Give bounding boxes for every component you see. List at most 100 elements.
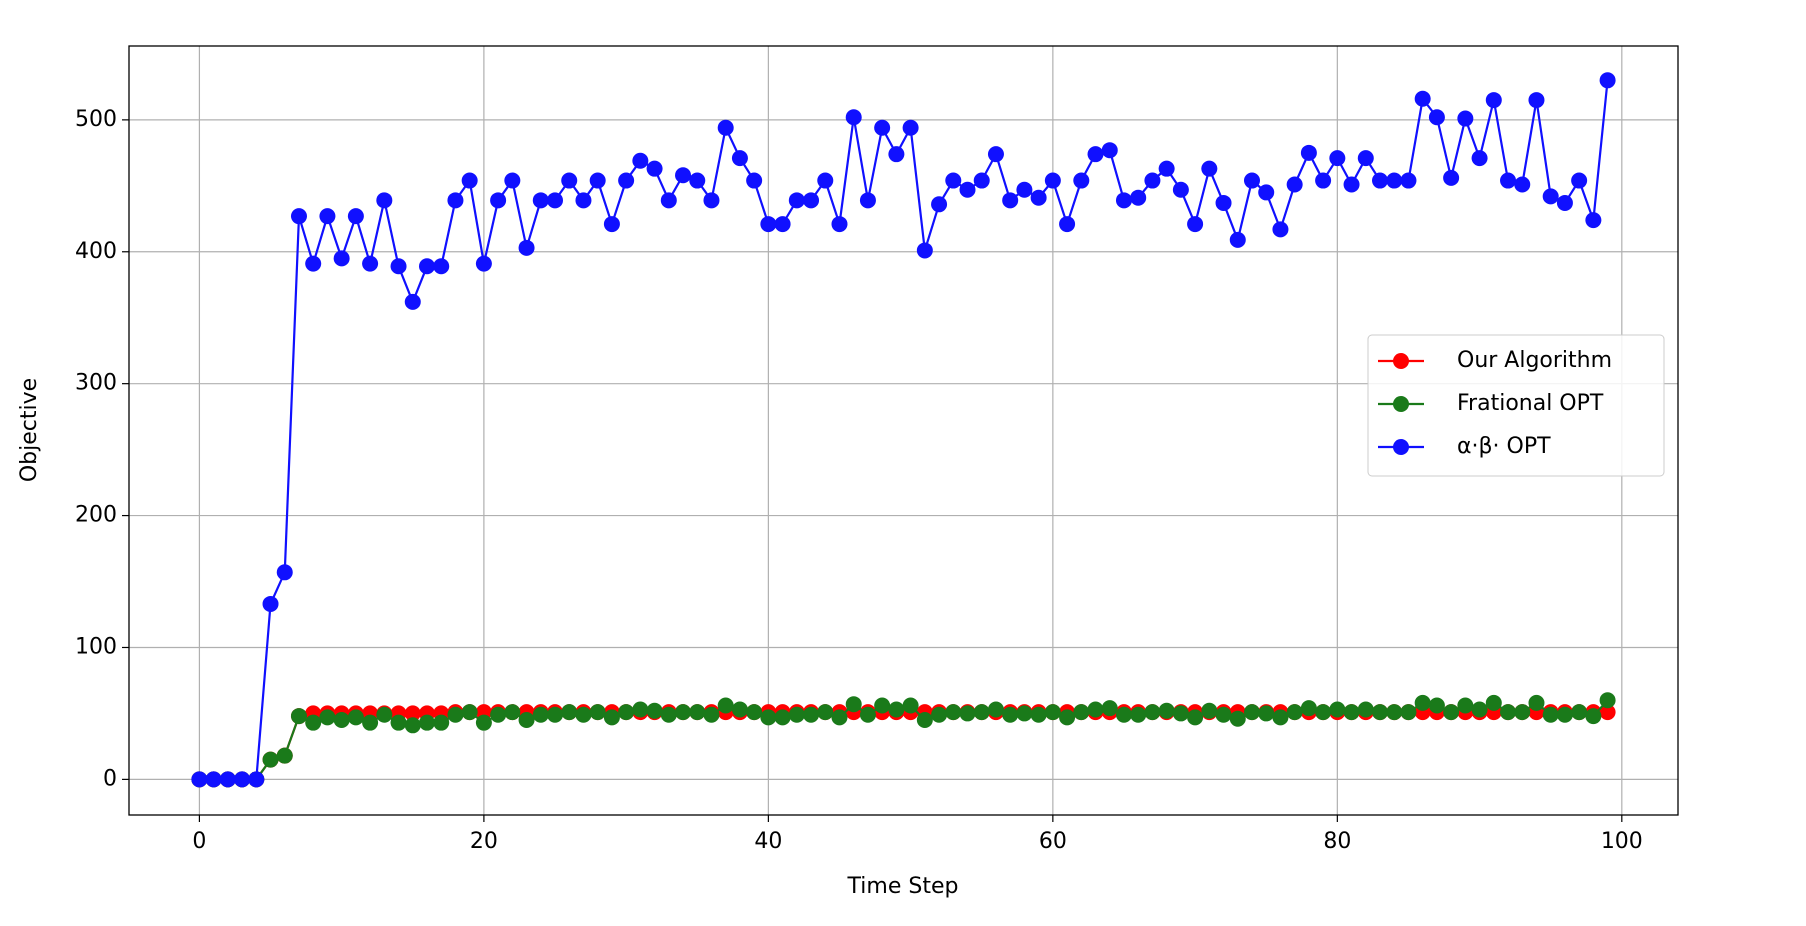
y-tick-label: 200 [75,503,117,528]
point [490,192,507,209]
point [1187,216,1204,233]
point [1002,192,1019,209]
point [888,701,905,718]
point [333,250,350,267]
point [475,255,492,272]
point [433,258,450,275]
point [1115,706,1132,723]
point [859,706,876,723]
point [831,216,848,233]
point [547,192,564,209]
point [1030,189,1047,206]
point [1471,150,1488,167]
point [362,255,379,272]
y-axis-label: Objective [17,378,42,482]
point [447,192,464,209]
point [276,747,293,764]
point [1215,706,1232,723]
point [817,704,834,721]
point [1457,110,1474,127]
point [1315,704,1332,721]
point [731,701,748,718]
point [1016,705,1033,722]
point [262,595,279,612]
point [1343,176,1360,193]
point [717,119,734,136]
point [1485,92,1502,109]
y-tick-label: 400 [75,239,117,264]
point [1101,700,1118,717]
point [362,714,379,731]
point [1229,710,1246,727]
point [760,216,777,233]
point [931,706,948,723]
point [1130,189,1147,206]
point [959,181,976,198]
point [603,709,620,726]
point [305,714,322,731]
point [547,706,564,723]
point [1386,172,1403,189]
point [1044,704,1061,721]
point [333,712,350,729]
point [1172,705,1189,722]
point [262,751,279,768]
point [1542,706,1559,723]
point [1073,172,1090,189]
point [1172,181,1189,198]
point [376,192,393,209]
point [1286,176,1303,193]
point [803,192,820,209]
point [532,192,549,209]
point [1059,216,1076,233]
point [404,705,421,722]
point [447,706,464,723]
point [1443,169,1460,186]
point [1315,172,1332,189]
x-tick-label: 60 [1039,829,1067,854]
point [916,712,933,729]
legend-label: Frational OPT [1457,391,1604,416]
point [1428,109,1445,126]
y-tick-label: 300 [75,371,117,396]
point [1329,150,1346,167]
point [774,709,791,726]
point [589,172,606,189]
plot-frame [128,45,1679,816]
legend-marker [1393,353,1409,369]
point [205,771,222,788]
point [418,714,435,731]
point [618,704,635,721]
point [1059,709,1076,726]
point [1400,704,1417,721]
point [1556,194,1573,211]
point [461,704,478,721]
point [518,239,535,256]
point [1115,192,1132,209]
point [461,172,478,189]
point [305,255,322,272]
point [490,706,507,723]
point [746,704,763,721]
point [404,717,421,734]
point [945,704,962,721]
point [1158,702,1175,719]
x-tick-label: 100 [1601,829,1643,854]
point [746,172,763,189]
point [945,172,962,189]
point [760,709,777,726]
point [1500,704,1517,721]
point [575,192,592,209]
point [376,706,393,723]
point [845,109,862,126]
point [1201,702,1218,719]
point [603,216,620,233]
point [1571,172,1588,189]
legend-label: Our Algorithm [1457,348,1612,373]
point [888,146,905,163]
point [803,706,820,723]
point [987,701,1004,718]
point [646,702,663,719]
point [433,714,450,731]
y-tick-label: 500 [75,107,117,132]
